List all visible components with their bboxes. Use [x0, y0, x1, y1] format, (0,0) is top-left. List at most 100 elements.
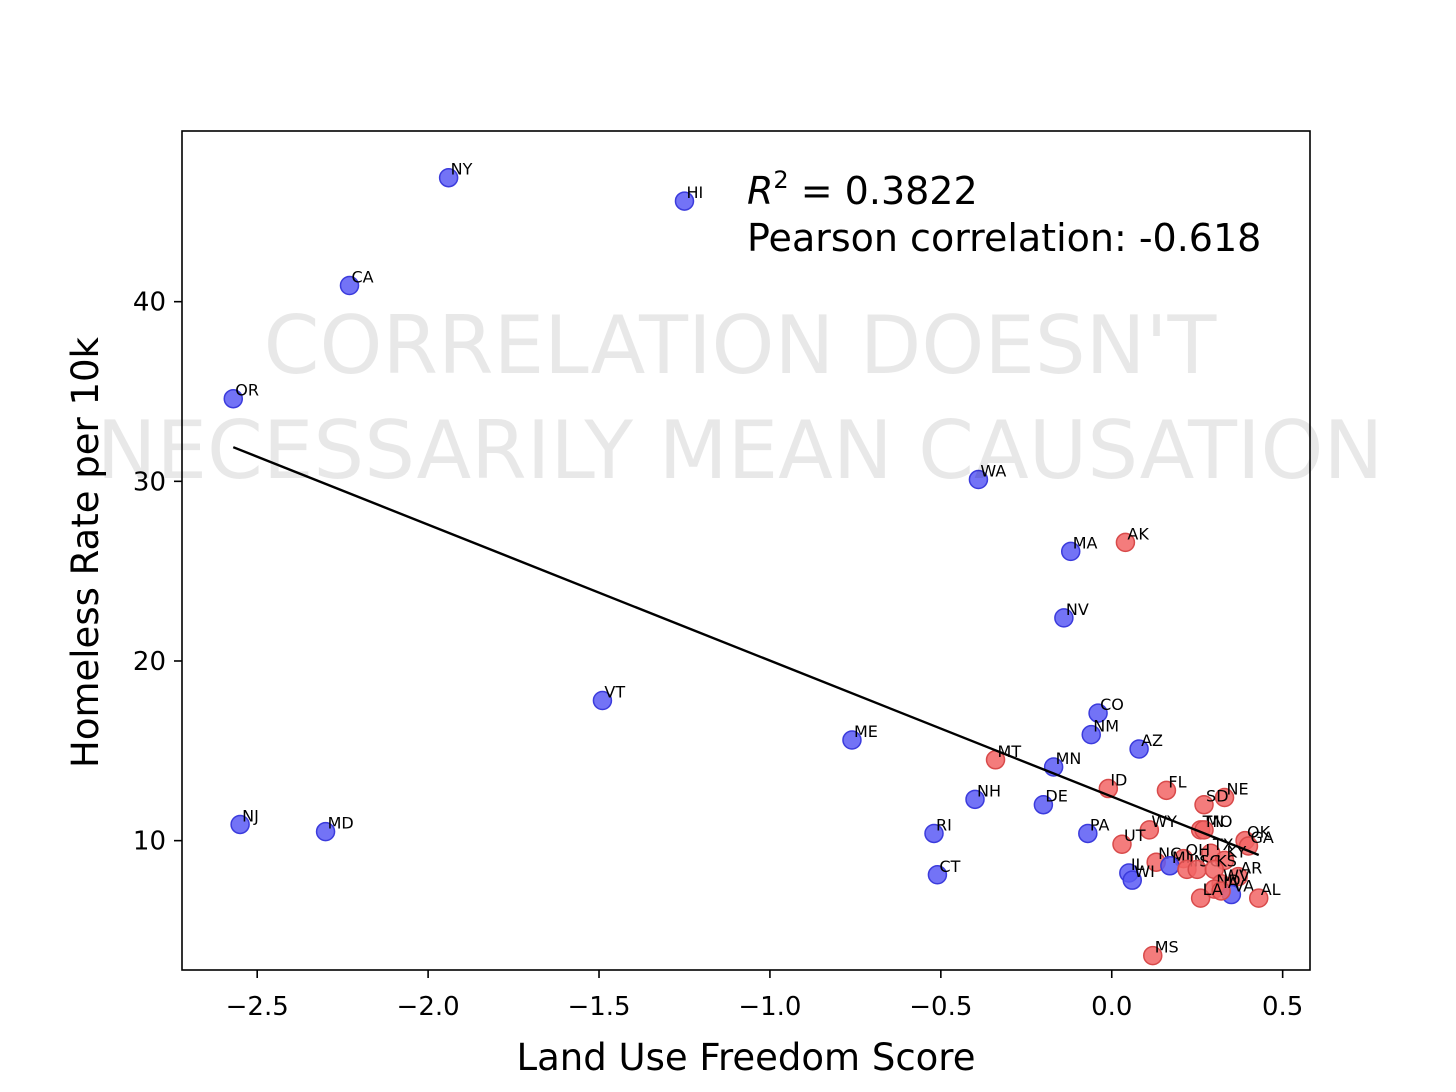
point-label: TX [1212, 835, 1234, 854]
x-tick-label: −2.0 [397, 992, 460, 1022]
data-point [1115, 532, 1136, 553]
regression-line [232, 446, 1260, 857]
point-label: DE [1045, 787, 1067, 806]
point-label: VA [1233, 877, 1254, 896]
point-label: IA [1223, 873, 1239, 892]
watermark: CORRELATION DOESN'T NECESSARILY MEAN CAU… [97, 299, 1384, 497]
data-point [1156, 780, 1177, 801]
point-label: OK [1247, 823, 1271, 842]
point-label: PA [1090, 815, 1110, 834]
r-squared-text: R2 = 0.3822 [747, 166, 978, 213]
x-axis-title: Land Use Freedom Score [517, 1036, 976, 1079]
point-label: ID [1110, 771, 1127, 790]
x-tick-label: −1.5 [567, 992, 630, 1022]
stats-annotation: R2 = 0.3822 Pearson correlation: -0.618 [747, 166, 1261, 260]
data-point [1129, 739, 1149, 759]
x-axis-ticks: −2.5 −2.0 −1.5 −1.0 −0.5 0.0 0.5 [226, 970, 1303, 1022]
point-label: NM [1093, 717, 1119, 736]
point-label: NE [1227, 780, 1249, 799]
point-label: GA [1250, 828, 1273, 847]
data-point [968, 469, 989, 490]
data-point [438, 167, 459, 188]
data-point [1088, 703, 1108, 723]
point-label: RI [936, 815, 952, 834]
pearson-correlation-text: Pearson correlation: -0.618 [747, 216, 1261, 260]
data-point [592, 690, 613, 711]
data-point [842, 730, 862, 750]
point-label: WY [1151, 812, 1177, 831]
point-label: MT [998, 742, 1022, 761]
x-tick-label: 0.0 [1091, 992, 1132, 1022]
data-point [1194, 794, 1214, 815]
data-point [1139, 820, 1160, 840]
y-tick-label: 40 [133, 288, 166, 318]
plot-frame [181, 130, 1311, 971]
point-label: WV [1223, 866, 1250, 885]
data-point [927, 865, 948, 885]
x-tick-label: −2.5 [226, 992, 289, 1022]
data-point [1190, 888, 1211, 908]
data-point [1143, 945, 1163, 966]
x-tick-label: −1.0 [738, 992, 801, 1022]
data-point [1033, 794, 1054, 815]
data-point [1078, 823, 1098, 844]
x-tick-label: −0.5 [909, 992, 972, 1022]
point-label: CA [351, 268, 373, 287]
data-point [924, 823, 944, 844]
point-label: MA [1073, 533, 1098, 552]
y-axis-ticks: 10 20 30 40 [133, 288, 182, 857]
point-label: ME [854, 722, 878, 741]
y-tick-label: 30 [133, 467, 166, 497]
point-label: KS [1216, 851, 1237, 870]
point-label: AL [1261, 880, 1281, 899]
data-point [1228, 866, 1248, 887]
point-label: AK [1127, 524, 1149, 543]
watermark-line-2: NECESSARILY MEAN CAUSATION [97, 404, 1384, 497]
data-point [674, 191, 695, 211]
data-point [1054, 608, 1074, 628]
y-axis-title: Homeless Rate per 10k [64, 336, 107, 768]
point-label: LA [1203, 880, 1223, 899]
point-label: UT [1124, 826, 1146, 845]
data-point [315, 821, 336, 842]
point-label: VT [604, 683, 625, 702]
point-label: MN [1056, 749, 1082, 768]
point-label: HI [686, 183, 703, 202]
data-point [223, 388, 244, 409]
data-point [1214, 787, 1235, 808]
r-squared-value: = 0.3822 [789, 169, 978, 213]
regression-line-layer [232, 446, 1260, 857]
data-point [230, 814, 250, 835]
point-label: SD [1206, 787, 1228, 806]
point-label: AZ [1141, 731, 1163, 750]
point-label: MO [1206, 812, 1232, 831]
x-tick-label: 0.5 [1262, 992, 1303, 1022]
point-label: NY [451, 160, 473, 179]
point-label: AR [1240, 859, 1262, 878]
data-points: NY HI CA OR WA MA AK NV VT CO NM ME AZ MT MN ID FL NH NESD… [223, 160, 1281, 966]
r-squared-symbol: R [747, 169, 773, 213]
point-label: NJ [242, 806, 259, 825]
point-label: NH [977, 781, 1001, 800]
point-label: FL [1168, 772, 1186, 791]
y-tick-label: 20 [133, 647, 166, 677]
y-tick-label: 10 [133, 827, 166, 857]
point-label: MD [328, 814, 354, 833]
data-point [339, 275, 360, 296]
data-point [1248, 888, 1269, 908]
point-label: CO [1100, 695, 1124, 714]
r-squared-superscript: 2 [773, 166, 788, 194]
point-label: WI [1134, 862, 1155, 881]
data-point [1081, 724, 1101, 745]
data-point [1112, 834, 1132, 854]
watermark-line-1: CORRELATION DOESN'T [264, 299, 1218, 392]
data-point [1122, 870, 1143, 890]
point-label: MS [1155, 938, 1179, 957]
data-point [965, 789, 985, 810]
point-label: OH [1186, 841, 1211, 860]
point-label: IL [1131, 855, 1145, 874]
point-label: CT [939, 857, 960, 876]
point-label: OR [235, 381, 259, 400]
